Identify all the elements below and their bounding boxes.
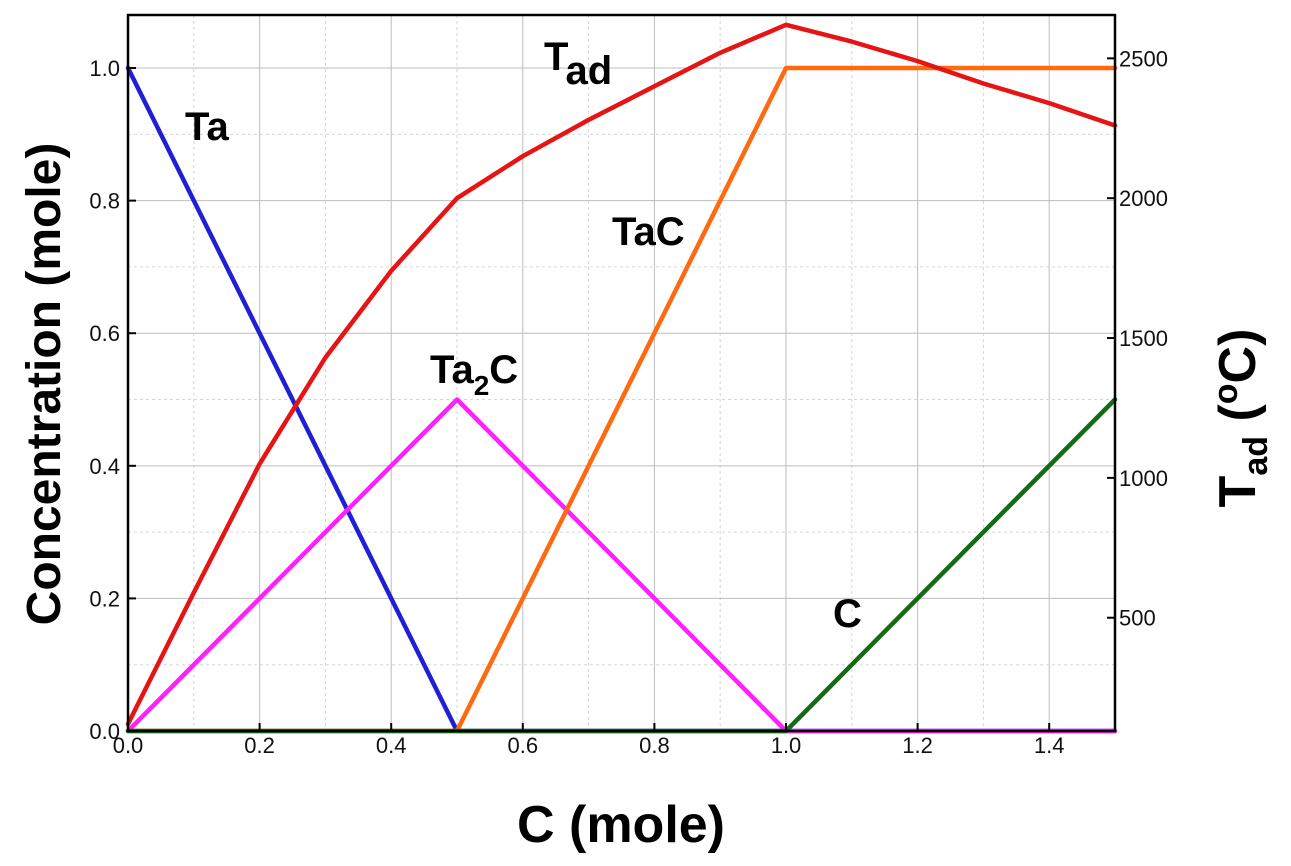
series-line-ta2c bbox=[125, 397, 1118, 734]
y2-tick-label: 2500 bbox=[1119, 46, 1168, 71]
series-line-tad bbox=[125, 22, 1118, 727]
label-tad-sub: ad bbox=[565, 49, 612, 93]
y2-tick-label: 2000 bbox=[1119, 186, 1168, 211]
x-tick-label: 0.2 bbox=[244, 733, 275, 758]
y-tick-label: 0.4 bbox=[89, 454, 120, 479]
y2-tick-label: 1000 bbox=[1119, 466, 1168, 491]
label-tad-main: T bbox=[544, 35, 568, 79]
y-tick-label: 1.0 bbox=[89, 56, 120, 81]
y2-title-main: T bbox=[1209, 475, 1267, 507]
y-tick-label: 0.0 bbox=[89, 719, 120, 744]
label-ta2c-end: C bbox=[489, 348, 518, 392]
x-axis-title: C (mole) bbox=[517, 796, 725, 854]
y-axis-title: Concentration (mole) bbox=[18, 143, 71, 626]
label-ta2c-sub: 2 bbox=[474, 370, 490, 401]
label-ta2c: Ta2C bbox=[430, 348, 518, 401]
x-tick-label: 0.6 bbox=[508, 733, 539, 758]
tick-group: 0.0 0.2 0.4 0.6 0.8 1.0 1.2 1.4 0.0 0.2 0.4 0.6 0.8 1… bbox=[89, 46, 1168, 758]
grid bbox=[127, 15, 1116, 731]
y2-title-close: C) bbox=[1209, 329, 1267, 384]
y2-title-open: ( bbox=[1209, 404, 1267, 436]
x-tick-label: 0.0 bbox=[113, 733, 144, 758]
x-tick-label: 0.8 bbox=[639, 733, 670, 758]
series-line-tac bbox=[125, 65, 1118, 734]
plot-frame bbox=[126, 13, 1117, 733]
y-tick-label: 0.6 bbox=[89, 321, 120, 346]
y-tick-label: 0.2 bbox=[89, 586, 120, 611]
label-ta2c-main: Ta bbox=[430, 348, 474, 392]
x-tick-label: 0.4 bbox=[376, 733, 407, 758]
x-tick-label: 1.0 bbox=[771, 733, 802, 758]
x-tick-label: 1.2 bbox=[902, 733, 933, 758]
label-c: C bbox=[833, 592, 862, 636]
x-tick-label: 1.4 bbox=[1034, 733, 1065, 758]
label-tad: Tad bbox=[544, 35, 612, 93]
y2-axis-title: Tad (oC) bbox=[1207, 329, 1275, 508]
y2-title-sub: ad bbox=[1237, 436, 1275, 476]
series-group bbox=[125, 22, 1118, 734]
y2-tick-label: 500 bbox=[1119, 606, 1156, 631]
y2-title-sup: o bbox=[1207, 383, 1245, 404]
label-ta: Ta bbox=[185, 105, 229, 149]
y-tick-label: 0.8 bbox=[89, 189, 120, 214]
y2-tick-label: 1500 bbox=[1119, 326, 1168, 351]
label-tac: TaC bbox=[612, 210, 685, 254]
